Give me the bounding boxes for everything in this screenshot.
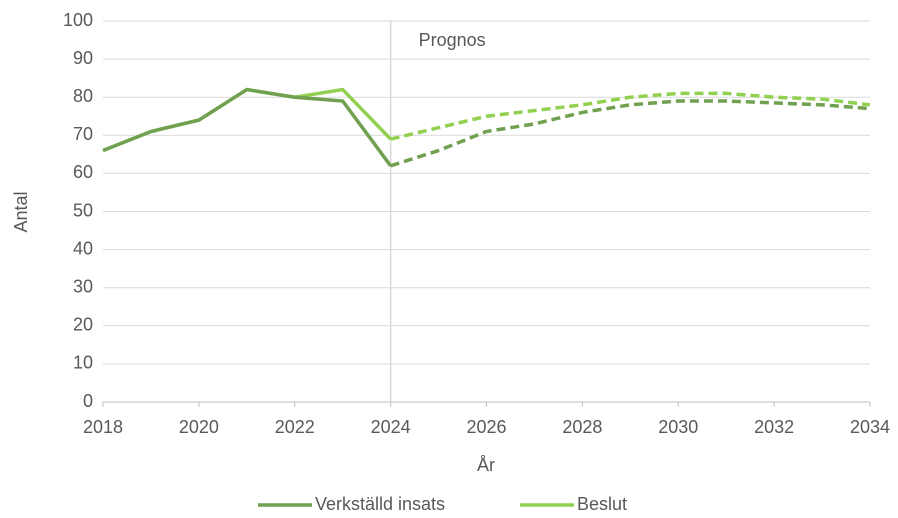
x-tick-label: 2034 bbox=[850, 417, 890, 437]
y-tick-label: 20 bbox=[73, 315, 93, 335]
x-axis-label: År bbox=[477, 455, 495, 475]
x-tick-label: 2028 bbox=[562, 417, 602, 437]
x-tick-label: 2022 bbox=[275, 417, 315, 437]
y-tick-label: 90 bbox=[73, 48, 93, 68]
forecast-label: Prognos bbox=[419, 30, 486, 50]
legend-label: Beslut bbox=[577, 494, 627, 514]
y-tick-label: 10 bbox=[73, 353, 93, 373]
x-tick-label: 2030 bbox=[658, 417, 698, 437]
y-tick-label: 80 bbox=[73, 86, 93, 106]
forecast-line-series bbox=[390, 99, 871, 168]
y-tick-label: 30 bbox=[73, 276, 93, 296]
legend-label: Verkställd insats bbox=[315, 494, 445, 514]
x-tick-label: 2020 bbox=[179, 417, 219, 437]
y-tick-label: 50 bbox=[73, 200, 93, 220]
y-tick-label: 60 bbox=[73, 162, 93, 182]
x-tick-label: 2024 bbox=[371, 417, 411, 437]
y-tick-label: 70 bbox=[73, 124, 93, 144]
y-tick-label: 0 bbox=[83, 391, 93, 411]
line-series bbox=[102, 87, 393, 167]
y-tick-label: 40 bbox=[73, 238, 93, 258]
line-series bbox=[102, 87, 392, 153]
x-tick-label: 2026 bbox=[466, 417, 506, 437]
y-axis-label: Antal bbox=[11, 191, 31, 232]
x-tick-label: 2018 bbox=[83, 417, 123, 437]
y-tick-label: 100 bbox=[63, 10, 93, 30]
forecast-line-series bbox=[390, 91, 871, 141]
x-tick-label: 2032 bbox=[754, 417, 794, 437]
